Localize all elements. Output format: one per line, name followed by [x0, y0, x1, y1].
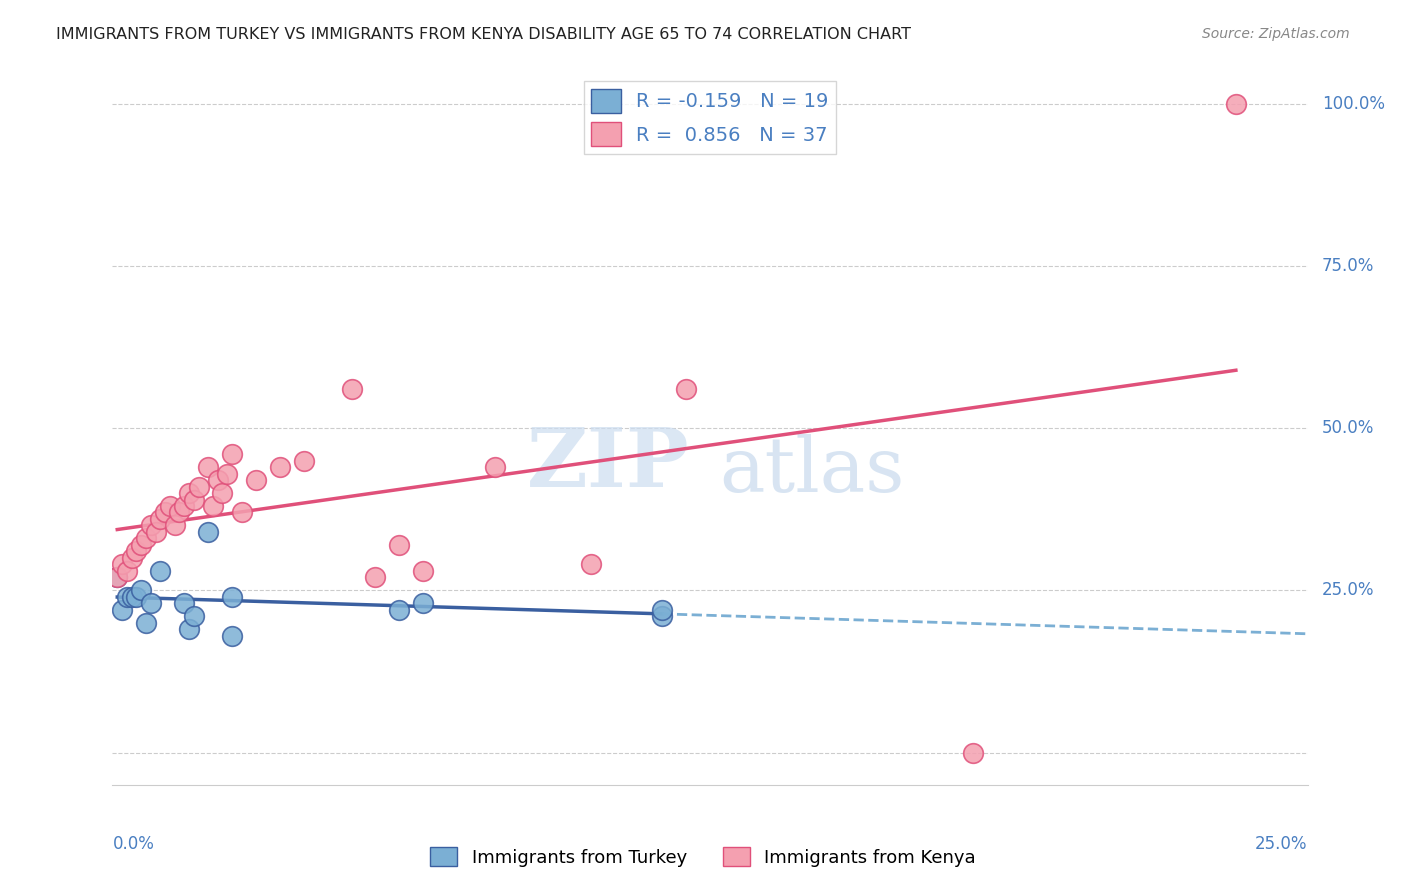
Point — [159, 499, 181, 513]
Point — [364, 570, 387, 584]
Text: 100.0%: 100.0% — [1322, 95, 1385, 112]
Text: 50.0%: 50.0% — [1322, 419, 1374, 437]
Point — [217, 467, 239, 481]
Point — [388, 603, 411, 617]
Point — [962, 746, 984, 760]
Text: 0.0%: 0.0% — [112, 835, 155, 853]
Point — [412, 596, 434, 610]
Point — [221, 629, 243, 643]
Point — [149, 512, 172, 526]
Point — [145, 524, 167, 539]
Point — [129, 583, 152, 598]
Point — [115, 564, 138, 578]
Point — [153, 506, 176, 520]
Point — [163, 518, 186, 533]
Point — [111, 558, 134, 572]
Point — [340, 382, 363, 396]
Point — [115, 590, 138, 604]
Point — [169, 506, 191, 520]
Point — [139, 596, 162, 610]
Legend: Immigrants from Turkey, Immigrants from Kenya: Immigrants from Turkey, Immigrants from … — [423, 840, 983, 874]
Point — [183, 609, 205, 624]
Point — [121, 550, 143, 565]
Point — [211, 486, 233, 500]
Point — [292, 453, 315, 467]
Text: 25.0%: 25.0% — [1322, 582, 1375, 599]
Point — [125, 544, 148, 558]
Point — [183, 492, 205, 507]
Text: Source: ZipAtlas.com: Source: ZipAtlas.com — [1202, 27, 1350, 41]
Point — [245, 473, 267, 487]
Text: 75.0%: 75.0% — [1322, 257, 1374, 275]
Point — [111, 603, 134, 617]
Point — [231, 506, 253, 520]
Point — [197, 460, 219, 475]
Point — [207, 473, 229, 487]
Point — [187, 479, 209, 493]
Point — [135, 615, 157, 630]
Point — [412, 564, 434, 578]
Point — [105, 570, 128, 584]
Point — [388, 538, 411, 552]
Point — [221, 447, 243, 461]
Point — [173, 499, 195, 513]
Point — [105, 570, 128, 584]
Text: 25.0%: 25.0% — [1256, 835, 1308, 853]
Point — [201, 499, 224, 513]
Point — [675, 382, 697, 396]
Text: ZIP: ZIP — [527, 424, 690, 504]
Point — [121, 590, 143, 604]
Text: atlas: atlas — [718, 434, 904, 508]
Point — [484, 460, 506, 475]
Point — [197, 524, 219, 539]
Text: IMMIGRANTS FROM TURKEY VS IMMIGRANTS FROM KENYA DISABILITY AGE 65 TO 74 CORRELAT: IMMIGRANTS FROM TURKEY VS IMMIGRANTS FRO… — [56, 27, 911, 42]
Point — [651, 603, 673, 617]
Point — [579, 558, 602, 572]
Point — [1225, 96, 1247, 111]
Point — [177, 622, 200, 636]
Point — [651, 609, 673, 624]
Point — [129, 538, 152, 552]
Point — [221, 590, 243, 604]
Point — [173, 596, 195, 610]
Point — [139, 518, 162, 533]
Point — [269, 460, 291, 475]
Legend: R = -0.159   N = 19, R =  0.856   N = 37: R = -0.159 N = 19, R = 0.856 N = 37 — [583, 81, 837, 153]
Point — [125, 590, 148, 604]
Point — [135, 532, 157, 546]
Point — [177, 486, 200, 500]
Point — [149, 564, 172, 578]
